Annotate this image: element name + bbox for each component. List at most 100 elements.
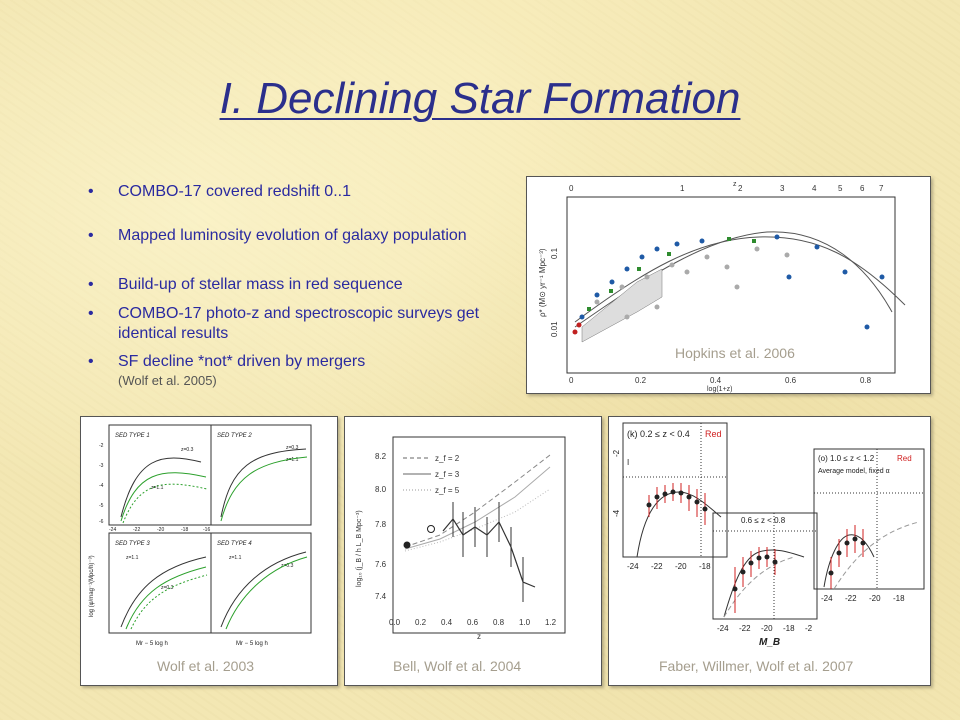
bullet-text: COMBO-17 photo-z and spectroscopic surve… — [118, 305, 480, 342]
figure-caption: Faber, Willmer, Wolf et al. 2007 — [659, 658, 854, 674]
x-tick: -20 — [869, 594, 881, 603]
x-tick: 0.6 — [467, 618, 479, 627]
wolf2003-plot: SED TYPE 1 SED TYPE 2 SED TYPE 3 SED TYP… — [89, 424, 312, 647]
marker-label: I — [627, 458, 629, 467]
subpanel-title: (o) 1.0 ≤ z < 1.2 — [818, 454, 875, 463]
error-bars — [452, 502, 524, 602]
y-tick: 0.1 — [550, 247, 559, 259]
bullet-citation: (Wolf et al. 2005) — [118, 373, 217, 388]
plot-frame — [392, 436, 566, 634]
top-tick: 3 — [780, 184, 785, 193]
data-points — [646, 489, 866, 592]
subpanel-label: SED TYPE 4 — [217, 541, 252, 547]
top-tick: 5 — [838, 184, 843, 193]
bottom-tick: 0.4 — [710, 376, 722, 385]
data-points-red — [572, 322, 582, 335]
bullet-text: COMBO-17 covered redshift 0..1 — [118, 183, 351, 200]
y-axis-label: log (φ/mag⁻¹(Mpc/h)⁻³) — [89, 555, 95, 617]
z-label: z=0.3 — [181, 447, 194, 453]
x-tick: -24 — [717, 624, 729, 633]
x-tick: -22 — [739, 624, 751, 633]
bell2004-plot: z_f = 2 z_f = 3 z_f = 5 0.0 0.2 0.4 0.6 … — [356, 436, 566, 641]
y-tick: -2 — [612, 449, 621, 457]
top-tick: 1 — [680, 184, 685, 193]
z-label: z=0.3 — [161, 585, 174, 591]
data-points-grey — [594, 246, 790, 320]
x-axis-label: Mr − 5 log h — [236, 641, 268, 647]
x-tick: -24 — [627, 562, 639, 571]
lf-curves — [120, 448, 308, 630]
x-tick: 0.0 — [389, 618, 401, 627]
data-point — [427, 525, 435, 533]
z-label: z=0.3 — [286, 445, 299, 451]
data-points-green — [587, 237, 756, 311]
y-tick: -4 — [612, 509, 621, 517]
y-tick: -2 — [99, 443, 104, 449]
subpanel-tag: Red — [897, 454, 912, 463]
subpanel-frame — [210, 424, 312, 526]
x-tick: -24 — [109, 527, 116, 533]
lf-curve — [823, 534, 875, 588]
x-tick: -20 — [675, 562, 687, 571]
z-label: z=1.1 — [151, 485, 164, 491]
y-tick: -5 — [99, 503, 104, 509]
hatched-band — [581, 268, 663, 343]
x-tick: 0.8 — [493, 618, 505, 627]
x-tick: -18 — [699, 562, 711, 571]
legend-entry: z_f = 2 — [435, 454, 460, 463]
y-tick: 7.4 — [375, 592, 387, 601]
z-label: z=1.1 — [286, 457, 299, 463]
bullet-text-main: SF decline *not* driven by mergers — [118, 353, 366, 370]
x-tick: -18 — [783, 624, 795, 633]
x-tick: -18 — [893, 594, 905, 603]
top-tick: 7 — [879, 184, 884, 193]
bottom-tick: 0 — [569, 376, 574, 385]
subpanel-label: SED TYPE 2 — [217, 433, 252, 439]
top-tick: 0 — [569, 184, 574, 193]
hopkins-plot: 0 1 2 3 4 5 6 7 z 0 0.2 0.4 0.6 0.8 log(… — [538, 181, 906, 393]
bullet-text: Build-up of stellar mass in red sequence — [118, 276, 403, 293]
guide-lines — [623, 423, 924, 619]
top-tick: 4 — [812, 184, 817, 193]
model-line — [404, 488, 551, 552]
top-tick: 6 — [860, 184, 865, 193]
x-tick: -22 — [845, 594, 857, 603]
subpanel-title: 0.6 ≤ z < 0.8 — [741, 516, 786, 525]
y-tick: -4 — [99, 483, 104, 489]
x-tick: -22 — [651, 562, 663, 571]
figure-wolf2003: SED TYPE 1 SED TYPE 2 SED TYPE 3 SED TYP… — [80, 416, 338, 686]
y-tick: -6 — [99, 519, 104, 525]
figure-bell2004: z_f = 2 z_f = 3 z_f = 5 0.0 0.2 0.4 0.6 … — [344, 416, 602, 686]
data-line — [442, 517, 536, 588]
bullet-text: Mapped luminosity evolution of galaxy po… — [118, 227, 467, 244]
data-point — [403, 541, 411, 549]
figure-caption: Wolf et al. 2003 — [157, 658, 255, 674]
figure-caption: Hopkins et al. 2006 — [675, 345, 795, 361]
subpanel-frame — [622, 422, 728, 558]
x-tick: 0.4 — [441, 618, 453, 627]
subpanel-subtitle: Average model, fixed α — [818, 468, 890, 475]
x-tick: -18 — [181, 527, 188, 533]
y-tick: 8.2 — [375, 452, 387, 461]
x-tick: -22 — [133, 527, 140, 533]
bullet-dot: • — [88, 183, 94, 200]
legend-entry: z_f = 3 — [435, 470, 460, 479]
x-tick: 1.0 — [519, 618, 531, 627]
z-label: z=1.1 — [126, 555, 139, 561]
bullet-dot: • — [88, 353, 94, 370]
bottom-tick: 0.2 — [635, 376, 647, 385]
y-tick: 8.0 — [375, 485, 387, 494]
plot-frame — [566, 196, 896, 374]
figure-caption: Bell, Wolf et al. 2004 — [393, 658, 522, 674]
data-points-blue — [579, 234, 885, 330]
lf-curve — [636, 491, 722, 558]
subpanel-frame — [712, 512, 818, 620]
y-axis-label: ρ* (M⊙ yr⁻¹ Mpc⁻³) — [538, 248, 547, 317]
lf-curve — [723, 549, 805, 618]
subpanel-frame — [813, 448, 925, 590]
legend-entry: z_f = 5 — [435, 486, 460, 495]
subpanel-tag: Red — [705, 429, 722, 439]
y-tick: 7.6 — [375, 560, 387, 569]
subpanel-frame — [210, 532, 312, 634]
bullet-text: SF decline *not* driven by mergers (Wolf… — [118, 352, 488, 390]
